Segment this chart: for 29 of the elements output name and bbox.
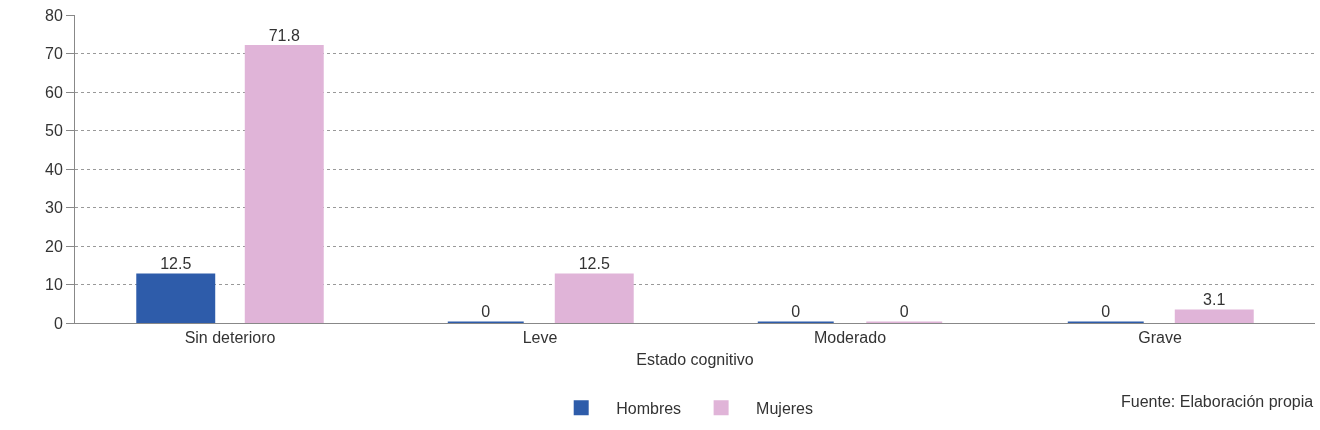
bar xyxy=(244,45,324,323)
x-tick-label: Moderado xyxy=(813,329,887,347)
legend-label: Mujeres xyxy=(756,399,814,417)
data-label: 12.5 xyxy=(160,254,192,272)
y-tick-label: 20 xyxy=(45,237,63,255)
y-tick-label: 80 xyxy=(45,6,63,24)
y-tick-label: 60 xyxy=(45,83,63,101)
y-tick-label: 0 xyxy=(53,314,63,332)
x-tick-label: Sin deterioro xyxy=(184,329,276,347)
data-label: 0 xyxy=(1101,303,1111,320)
x-tick-label: Leve xyxy=(522,329,558,347)
x-tick-label: Grave xyxy=(1138,329,1182,347)
legend-label: Hombres xyxy=(616,399,682,417)
y-tick-label: 70 xyxy=(45,45,63,63)
bar xyxy=(554,273,634,323)
data-label: 0 xyxy=(899,303,909,320)
y-tick-label: 30 xyxy=(45,199,63,217)
source-note: Fuente: Elaboración propia xyxy=(1121,393,1314,410)
y-tick-label: 50 xyxy=(45,122,63,140)
y-tick-label: 40 xyxy=(45,160,63,178)
x-axis-title: Estado cognitivo xyxy=(636,350,754,368)
data-label: 12.5 xyxy=(578,254,610,272)
data-label: 3.1 xyxy=(1203,291,1226,309)
bar xyxy=(136,273,216,323)
data-label: 0 xyxy=(791,303,801,320)
data-label: 0 xyxy=(481,303,491,320)
bar xyxy=(1174,309,1254,323)
data-label: 71.8 xyxy=(268,26,300,44)
y-tick-label: 10 xyxy=(45,276,63,294)
